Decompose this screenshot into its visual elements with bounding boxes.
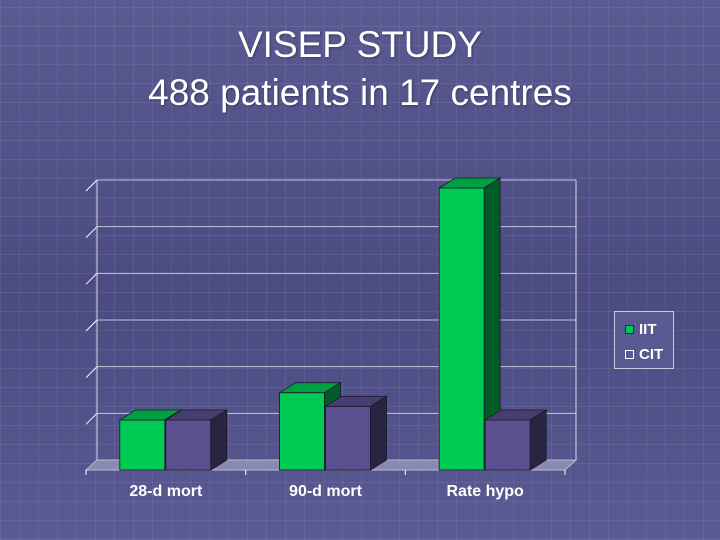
legend-item-iit: IIT bbox=[625, 320, 657, 338]
axis-tick bbox=[85, 412, 98, 425]
bar-iit-2 bbox=[279, 392, 325, 471]
legend-label-iit: IIT bbox=[639, 320, 657, 338]
axis-tick bbox=[85, 272, 98, 285]
axis-tick bbox=[85, 179, 98, 192]
bar-iit-3 bbox=[438, 187, 485, 471]
bar-cit-1 bbox=[165, 419, 212, 471]
bar-cit-3 bbox=[484, 419, 531, 471]
axis-tick bbox=[85, 366, 98, 379]
bar-cit-1-side bbox=[210, 409, 228, 471]
legend-label-cit: CIT bbox=[639, 345, 664, 363]
bar-cit-3-side bbox=[529, 409, 547, 471]
x-tick-label: 28-d mort bbox=[129, 483, 203, 500]
legend-item-cit: CIT bbox=[625, 345, 664, 363]
bar-cit-2 bbox=[325, 405, 371, 471]
legend-swatch-iit bbox=[625, 324, 634, 334]
bar-iit-1 bbox=[119, 419, 166, 471]
slide-title-line1: VISEP STUDY bbox=[237, 24, 482, 65]
legend-swatch-cit bbox=[625, 349, 634, 359]
chart-legend: IIT CIT bbox=[614, 311, 674, 369]
bar-cit-2-side bbox=[370, 395, 387, 471]
slide-title-line2: 488 patients in 17 centres bbox=[148, 72, 572, 113]
x-tick-label: 90-d mort bbox=[289, 483, 363, 500]
axis-tick bbox=[85, 226, 98, 239]
axis-tick bbox=[85, 319, 98, 332]
x-tick-label: Rate hypo bbox=[446, 483, 524, 500]
